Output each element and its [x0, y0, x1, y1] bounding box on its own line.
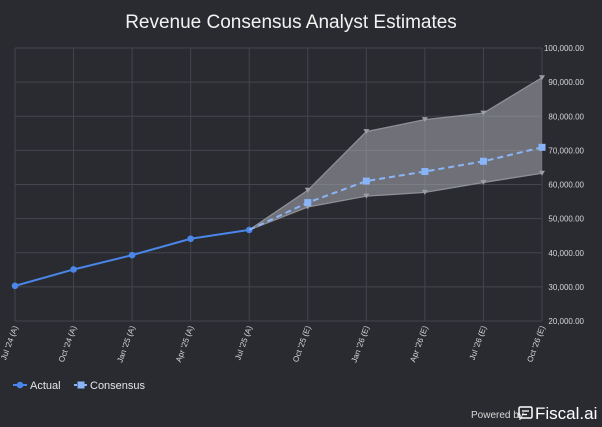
y-tick-label: 80,000.00: [548, 112, 584, 121]
x-tick-label: Jan '25 (A): [115, 324, 137, 364]
x-tick-label: Jan '26 (E): [350, 324, 372, 364]
y-tick-label: 50,000.00: [548, 215, 584, 224]
legend-label-consensus: Consensus: [90, 380, 146, 392]
actual-point: [70, 266, 77, 273]
consensus-point: [362, 177, 370, 185]
legend-item-consensus[interactable]: Consensus: [74, 380, 146, 392]
actual-point: [128, 251, 136, 259]
consensus-point: [479, 157, 487, 165]
legend-swatch-actual-marker: [16, 381, 24, 389]
x-tick-label: Oct '24 (A): [57, 324, 79, 363]
estimate-range-band: [248, 75, 545, 231]
low-estimate-line: [248, 172, 543, 231]
legend: Actual Consensus: [13, 380, 146, 392]
high-estimate-marker: [363, 129, 370, 135]
low-estimate-marker: [363, 193, 370, 199]
brand-name: Fiscal.ai: [535, 404, 597, 423]
x-tick-label: Jul '26 (E): [468, 324, 489, 361]
fiscal-logo-icon: [518, 406, 533, 419]
consensus-point: [421, 168, 429, 176]
series-lines: [11, 143, 546, 290]
y-tick-label: 30,000.00: [548, 283, 584, 292]
x-tick-label: Oct '25 (E): [291, 324, 313, 363]
y-tick-label: 60,000.00: [548, 181, 584, 190]
low-estimate-marker: [539, 170, 545, 176]
x-tick-label: Apr '25 (A): [174, 324, 196, 363]
chart-title: Revenue Consensus Analyst Estimates: [125, 12, 457, 33]
high-estimate-line: [248, 77, 543, 231]
actual-point: [187, 235, 194, 243]
estimate-range-area: [249, 77, 542, 230]
legend-swatch-consensus-marker: [77, 381, 85, 389]
actual-point: [11, 282, 19, 290]
low-estimate-marker: [421, 189, 428, 195]
y-axis: 20,000.00 30,000.00 40,000.00 50,000.00 60,0…: [544, 44, 585, 326]
legend-label-actual: Actual: [30, 380, 61, 392]
y-tick-label: 20,000.00: [548, 317, 584, 326]
consensus-point: [538, 143, 546, 151]
y-tick-label: 100,000.00: [544, 44, 585, 53]
high-estimate-marker: [421, 117, 428, 123]
x-tick-label: Jul '24 (A): [0, 324, 20, 361]
legend-item-actual[interactable]: Actual: [13, 380, 61, 392]
y-tick-label: 90,000.00: [548, 78, 584, 87]
consensus-point: [304, 199, 312, 207]
x-axis: Jul '24 (A) Oct '24 (A) Jan '25 (A) Apr '25…: [0, 324, 547, 364]
x-tick-label: Jul '25 (A): [233, 324, 254, 361]
y-tick-label: 40,000.00: [548, 249, 584, 258]
powered-by-text: Powered by: [471, 410, 524, 421]
high-estimate-marker: [480, 110, 487, 116]
consensus-line: [248, 146, 543, 231]
high-estimate-marker: [539, 75, 545, 81]
low-estimate-marker: [480, 179, 487, 185]
x-tick-label: Oct '26 (E): [525, 324, 547, 363]
y-tick-label: 70,000.00: [548, 146, 584, 155]
x-tick-label: Apr '26 (E): [408, 324, 430, 363]
high-estimate-marker: [304, 187, 311, 193]
footer-branding: Powered by Fiscal.ai: [471, 404, 597, 423]
